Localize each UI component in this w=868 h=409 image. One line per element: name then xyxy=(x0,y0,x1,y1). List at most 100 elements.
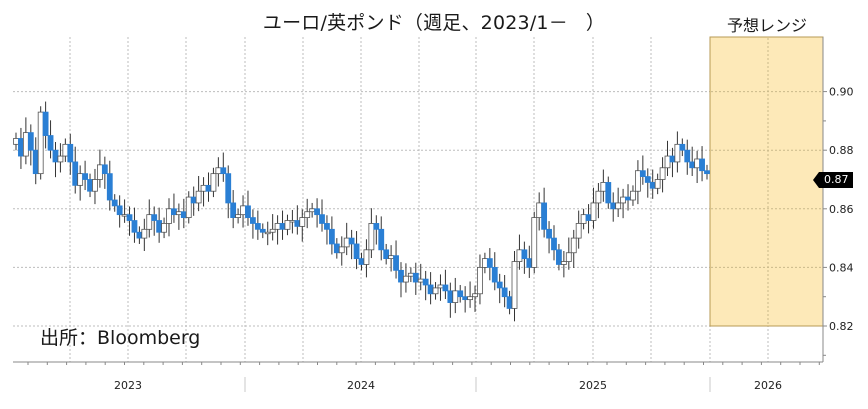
candle-bear xyxy=(220,167,227,175)
candle-bear xyxy=(18,138,24,157)
candle-bull xyxy=(600,182,607,192)
candle-bear xyxy=(551,237,557,251)
candle-bear xyxy=(496,281,503,289)
candle-bull xyxy=(77,173,84,186)
candle-bull xyxy=(659,167,666,180)
candle-bull xyxy=(536,202,543,218)
candle-bear xyxy=(585,214,592,221)
candle-bull xyxy=(62,143,69,157)
y-tick-label: 0.86 xyxy=(829,203,854,216)
candle-bear xyxy=(644,176,651,183)
candle-bull xyxy=(274,223,281,230)
candle-bull xyxy=(240,205,246,216)
candle-bull xyxy=(452,290,459,303)
current-price-tag: 0.87 xyxy=(813,171,853,188)
candle-bear xyxy=(457,290,464,298)
candle-bear xyxy=(42,111,49,136)
candle-bull xyxy=(388,255,395,260)
candle-bear xyxy=(447,290,454,303)
candle-bull xyxy=(146,214,153,230)
candle-bull xyxy=(121,214,128,217)
candle-bear xyxy=(526,258,533,268)
candle-bull xyxy=(595,190,602,204)
candle-bear xyxy=(605,182,612,204)
candle-bear xyxy=(314,208,320,216)
candle-bear xyxy=(52,149,59,163)
candle-bull xyxy=(590,202,597,221)
candle-bear xyxy=(348,237,355,245)
candle-bull xyxy=(511,261,518,309)
candle-bull xyxy=(309,208,316,213)
candle-bull xyxy=(432,287,439,295)
forecast-range-label: 予想レンジ xyxy=(726,16,807,35)
candle-bull xyxy=(417,278,424,283)
candle-bull xyxy=(674,143,681,163)
candle-bear xyxy=(82,173,88,180)
chart-title-text: ユーロ/英ポンド（週足、2023/1－ xyxy=(262,12,568,34)
candle-bull xyxy=(37,111,44,175)
candle-bull xyxy=(516,249,523,262)
candle-bull xyxy=(185,196,192,218)
y-tick-label: 0.82 xyxy=(829,320,854,333)
chart-title: ユーロ/英ポンド（週足、2023/1－ ） xyxy=(0,8,868,35)
candle-bear xyxy=(422,278,429,286)
candle-bear xyxy=(501,287,508,298)
candle-bear xyxy=(225,173,232,204)
candle-bear xyxy=(106,173,113,201)
candle-bear xyxy=(556,249,562,265)
forecast-grid-lines xyxy=(711,38,822,325)
candle-bull xyxy=(664,155,671,169)
candle-bull xyxy=(210,173,217,192)
y-axis-ticks: 0.82 0.84 0.86 0.88 0.90 xyxy=(823,86,854,356)
candle-bear xyxy=(72,161,79,186)
candle-bear xyxy=(259,228,266,233)
candle-bull xyxy=(141,228,148,239)
candle-bull xyxy=(620,196,626,204)
candle-bull xyxy=(284,220,291,230)
candle-bear xyxy=(131,220,138,233)
candle-bull xyxy=(407,272,414,277)
candle-bear xyxy=(412,272,419,283)
candle-bull xyxy=(575,223,582,239)
candle-bear xyxy=(639,170,646,177)
candle-bear xyxy=(180,211,187,218)
candle-bear xyxy=(171,208,177,216)
candle-bear xyxy=(491,266,498,283)
candle-bull xyxy=(97,164,103,180)
forecast-range-box xyxy=(709,36,824,327)
grid-lines xyxy=(13,37,823,362)
candle-bear xyxy=(156,220,163,233)
candle-bull xyxy=(269,228,276,233)
candle-bull xyxy=(368,223,375,251)
candle-bear xyxy=(111,199,118,207)
candle-bear xyxy=(521,249,528,260)
candles xyxy=(13,101,710,322)
candle-bull xyxy=(299,217,306,227)
candle-bear xyxy=(230,202,237,218)
candle-bear xyxy=(541,202,548,230)
candle-bear xyxy=(704,170,710,175)
y-tick-label: 0.84 xyxy=(829,261,854,274)
candle-bear xyxy=(462,296,469,301)
candle-bear xyxy=(136,231,143,239)
candle-bear xyxy=(358,258,365,265)
source-label: 出所：Bloomberg xyxy=(40,327,201,349)
candle-bear xyxy=(393,255,399,271)
candle-bear xyxy=(699,158,705,172)
candle-bull xyxy=(630,190,636,201)
candle-bear xyxy=(319,214,325,224)
candle-bear xyxy=(151,214,158,221)
candle-bear xyxy=(47,135,54,151)
candle-bear xyxy=(205,184,212,192)
candle-bear xyxy=(427,284,434,295)
candle-bull xyxy=(531,217,538,268)
candle-bear xyxy=(87,179,93,192)
candle-bear xyxy=(250,217,256,224)
candle-bear xyxy=(486,258,493,268)
candle-bear xyxy=(679,143,686,151)
candle-bear xyxy=(190,196,197,204)
y-tick-label: 0.90 xyxy=(829,86,854,99)
candle-bear xyxy=(506,296,513,309)
candle-bear xyxy=(378,228,385,251)
